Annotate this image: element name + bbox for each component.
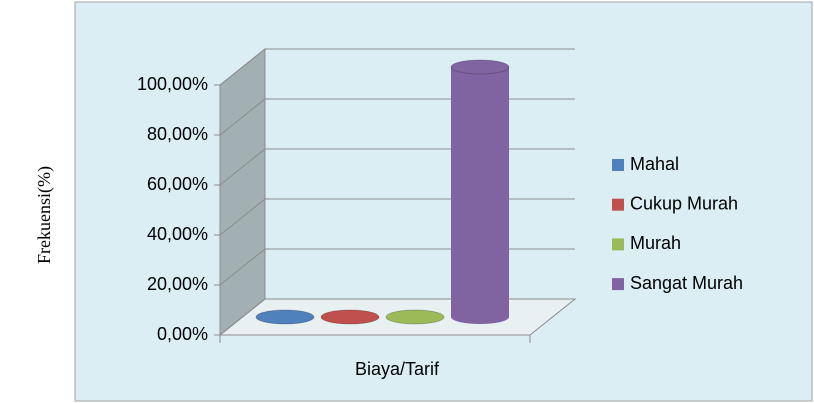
legend-swatch [612,198,624,211]
grid-line-side [219,48,266,86]
legend-label: Sangat Murah [630,273,743,293]
y-tick-label: 0,00% [157,324,208,344]
x-tick-label: Biaya/Tarif [355,359,440,379]
grid-line-side [219,298,266,336]
legend-swatch [612,278,624,291]
cylinder-top [255,309,315,325]
y-tick-label: 60,00% [147,174,208,194]
grid-line-side [219,148,266,186]
legend-swatch [612,159,624,171]
grid-line-side [219,248,266,286]
y-tick-label: 40,00% [147,224,208,244]
cylinder-top [320,309,380,325]
side-wall [219,47,266,337]
y-axis-label: Frekuensi(%) [34,166,55,264]
cylinder-top [385,309,445,325]
legend-label: Murah [630,233,681,253]
legend-swatch [612,238,624,251]
y-tick-label: 20,00% [147,274,208,294]
grid-line-side [219,98,266,136]
grid-line-side [219,198,266,236]
cylinder [451,67,509,324]
y-tick-label: 100,00% [137,74,208,94]
y-tick-label: 80,00% [147,124,208,144]
legend-label: Mahal [630,154,679,174]
legend-label: Cukup Murah [630,193,738,213]
cylinder-top [450,59,510,75]
